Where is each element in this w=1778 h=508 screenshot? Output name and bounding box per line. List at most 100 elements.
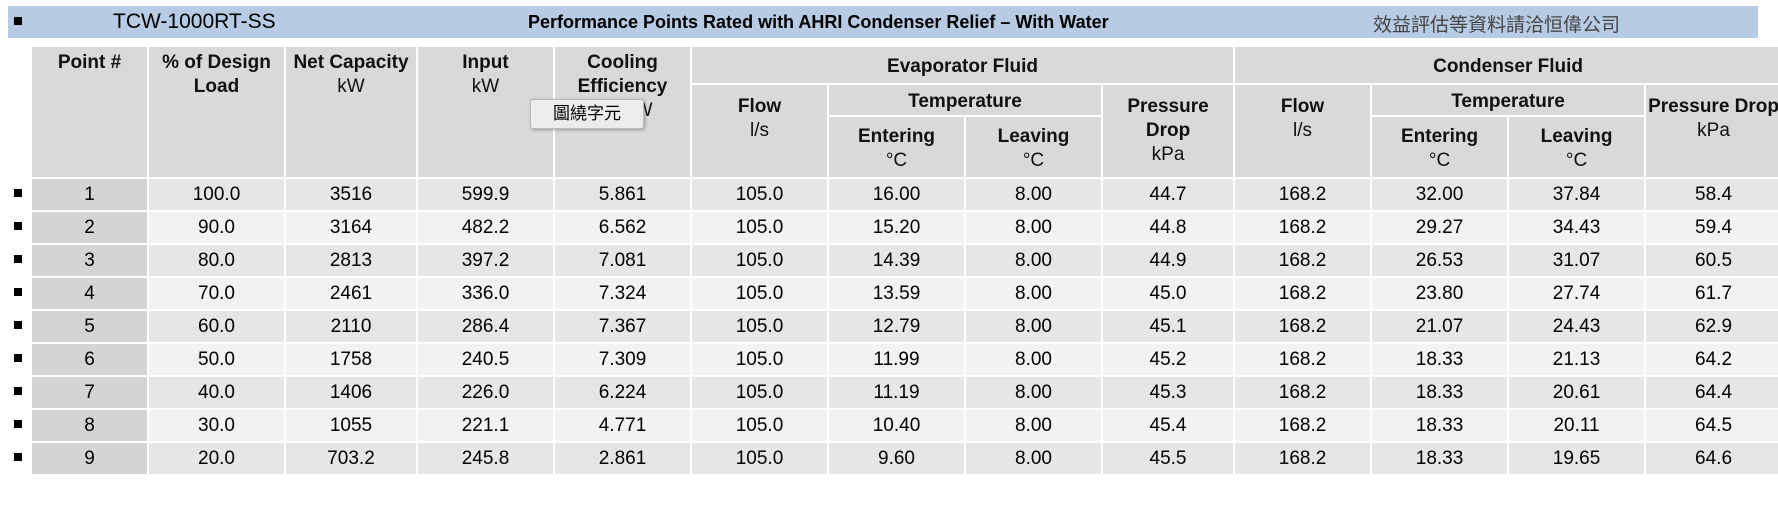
table-cell: 168.2 bbox=[1235, 443, 1371, 474]
table-cell: 8.00 bbox=[966, 410, 1101, 441]
table-cell: 100.0 bbox=[149, 179, 284, 210]
table-cell: 45.2 bbox=[1103, 344, 1234, 375]
table-cell: 3164 bbox=[286, 212, 416, 243]
table-cell: 226.0 bbox=[418, 377, 553, 408]
table-cell: 2 bbox=[32, 212, 147, 243]
table-cell: 15.20 bbox=[829, 212, 964, 243]
table-cell: 18.33 bbox=[1372, 410, 1508, 441]
header-text: Pressure Drop bbox=[1648, 96, 1778, 117]
table-cell: 105.0 bbox=[692, 179, 827, 210]
header-cell: Net Capacity kW bbox=[286, 47, 416, 177]
table-cell: 1055 bbox=[286, 410, 416, 441]
table-cell: 3 bbox=[32, 245, 147, 276]
header-text: Condenser Fluid bbox=[1433, 56, 1583, 77]
header-cell: Entering °C bbox=[829, 117, 964, 177]
unit: kW bbox=[471, 76, 500, 97]
header-text: Cooling Efficiency bbox=[577, 52, 668, 97]
table-cell: 32.00 bbox=[1372, 179, 1508, 210]
unit: °C bbox=[885, 150, 908, 171]
table-cell: 12.79 bbox=[829, 311, 964, 342]
table-cell: 40.0 bbox=[149, 377, 284, 408]
header-cell: Point # bbox=[32, 47, 147, 177]
table-cell: 168.2 bbox=[1235, 344, 1371, 375]
table-cell: 5 bbox=[32, 311, 147, 342]
row-bullet bbox=[14, 287, 22, 296]
header-text: Evaporator Fluid bbox=[887, 56, 1038, 77]
table-cell: 70.0 bbox=[149, 278, 284, 309]
table-cell: 21.07 bbox=[1372, 311, 1508, 342]
table-cell: 8.00 bbox=[966, 311, 1101, 342]
table-cell: 105.0 bbox=[692, 278, 827, 309]
header-cell: Temperature bbox=[829, 85, 1101, 115]
header-text: Pressure Drop bbox=[1127, 96, 1209, 141]
table-body: 1 100.0 3516 599.9 5.861 105.0 16.00 8.00 44.7 16… bbox=[32, 179, 1778, 474]
table-row: 4 70.0 2461 336.0 7.324 105.0 13.59 8.00 45.0 168… bbox=[32, 278, 1778, 309]
row-bullet bbox=[14, 419, 22, 428]
table-cell: 168.2 bbox=[1235, 311, 1371, 342]
table-cell: 64.4 bbox=[1646, 377, 1778, 408]
table-cell: 11.19 bbox=[829, 377, 964, 408]
table-cell: 240.5 bbox=[418, 344, 553, 375]
table-cell: 18.33 bbox=[1372, 377, 1508, 408]
table-cell: 1406 bbox=[286, 377, 416, 408]
header-text: Flow bbox=[1280, 96, 1325, 117]
header-cell: Leaving °C bbox=[1509, 117, 1645, 177]
unit: l/s bbox=[750, 120, 769, 141]
row-bullet bbox=[14, 188, 22, 197]
performance-table: Point # % of Design Load Net Capacity kW … bbox=[30, 45, 1778, 476]
header-cell: Pressure Drop kPa bbox=[1646, 85, 1778, 177]
table-cell: 45.1 bbox=[1103, 311, 1234, 342]
group-header: Condenser Fluid bbox=[1235, 47, 1778, 83]
table-cell: 58.4 bbox=[1646, 179, 1778, 210]
unit: kW bbox=[337, 76, 365, 97]
table-cell: 286.4 bbox=[418, 311, 553, 342]
table-cell: 105.0 bbox=[692, 377, 827, 408]
table-cell: 21.13 bbox=[1509, 344, 1645, 375]
header-text: Entering bbox=[857, 126, 936, 147]
table-cell: 8.00 bbox=[966, 377, 1101, 408]
table-cell: 60.0 bbox=[149, 311, 284, 342]
table-cell: 245.8 bbox=[418, 443, 553, 474]
table-cell: 4.771 bbox=[555, 410, 690, 441]
header-text: Net Capacity bbox=[293, 52, 409, 73]
table-cell: 29.27 bbox=[1372, 212, 1508, 243]
table-cell: 62.9 bbox=[1646, 311, 1778, 342]
header-cell: Entering °C bbox=[1372, 117, 1508, 177]
table-cell: 221.1 bbox=[418, 410, 553, 441]
header-text: Input bbox=[462, 52, 509, 73]
table-cell: 397.2 bbox=[418, 245, 553, 276]
table-cell: 105.0 bbox=[692, 443, 827, 474]
table-cell: 105.0 bbox=[692, 410, 827, 441]
header-cell: Flow l/s bbox=[692, 85, 827, 177]
table-cell: 20.61 bbox=[1509, 377, 1645, 408]
table-cell: 3516 bbox=[286, 179, 416, 210]
table-cell: 13.59 bbox=[829, 278, 964, 309]
table-cell: 90.0 bbox=[149, 212, 284, 243]
table-cell: 2813 bbox=[286, 245, 416, 276]
table-cell: 8.00 bbox=[966, 344, 1101, 375]
table-row: 9 20.0 703.2 245.8 2.861 105.0 9.60 8.00 45.5 168… bbox=[32, 443, 1778, 474]
table-cell: 8.00 bbox=[966, 212, 1101, 243]
table-cell: 18.33 bbox=[1372, 443, 1508, 474]
table-cell: 168.2 bbox=[1235, 377, 1371, 408]
table-cell: 30.0 bbox=[149, 410, 284, 441]
table-cell: 8.00 bbox=[966, 278, 1101, 309]
table-cell: 105.0 bbox=[692, 245, 827, 276]
table-cell: 18.33 bbox=[1372, 344, 1508, 375]
table-cell: 64.2 bbox=[1646, 344, 1778, 375]
row-bullet bbox=[14, 320, 22, 329]
model: TCW-1000RT-SS bbox=[113, 10, 276, 33]
table-cell: 14.39 bbox=[829, 245, 964, 276]
table-cell: 60.5 bbox=[1646, 245, 1778, 276]
table-cell: 45.0 bbox=[1103, 278, 1234, 309]
table-cell: 9.60 bbox=[829, 443, 964, 474]
table-cell: 27.74 bbox=[1509, 278, 1645, 309]
row-bullet bbox=[14, 254, 22, 263]
table-cell: 23.80 bbox=[1372, 278, 1508, 309]
table-row: 1 100.0 3516 599.9 5.861 105.0 16.00 8.00 44.7 16… bbox=[32, 179, 1778, 210]
table-cell: 8.00 bbox=[966, 443, 1101, 474]
table-cell: 4 bbox=[32, 278, 147, 309]
header-text: Temperature bbox=[908, 91, 1022, 112]
table-cell: 105.0 bbox=[692, 344, 827, 375]
